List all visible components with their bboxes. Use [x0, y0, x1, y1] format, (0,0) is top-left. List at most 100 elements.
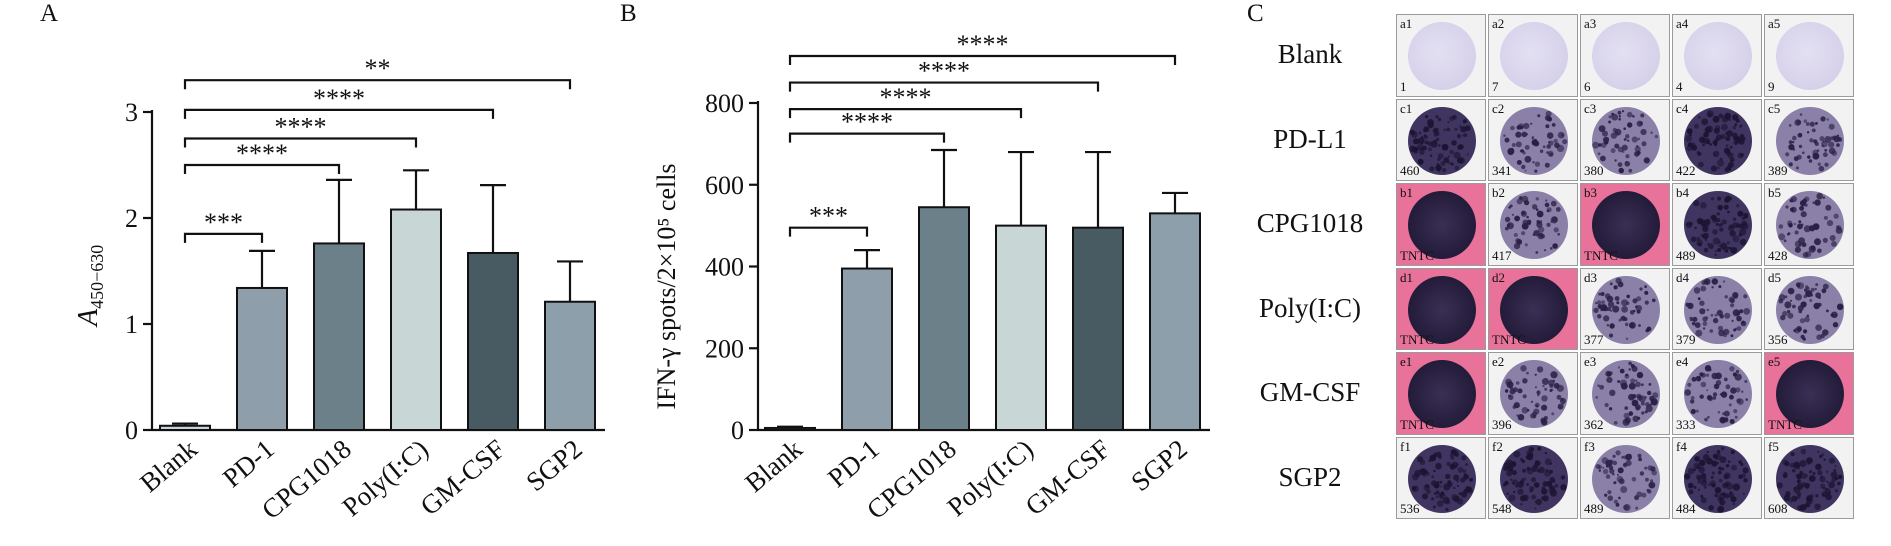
elispot-well	[1500, 106, 1568, 175]
well-spot	[1544, 249, 1547, 252]
well-spot	[1714, 486, 1722, 494]
elispot-well-cell: f3 489	[1580, 436, 1670, 519]
well-spot	[1809, 298, 1813, 302]
elispot-well-count: 389	[1768, 163, 1788, 178]
well-spot	[1805, 289, 1813, 297]
well-spot	[1613, 499, 1618, 504]
significance-label: **	[365, 54, 391, 83]
well-spots	[1778, 193, 1843, 259]
elispot-well	[1684, 360, 1752, 429]
well-spot	[1836, 303, 1844, 310]
bar-pd-1	[236, 286, 288, 431]
well-spot	[1815, 324, 1822, 331]
well-spot	[1513, 490, 1516, 493]
well-spot	[1551, 412, 1555, 416]
well-spot	[1822, 237, 1828, 244]
well-spot	[1800, 211, 1807, 218]
well-spot	[1727, 149, 1731, 152]
well-spot	[1788, 162, 1793, 167]
well-spot	[1740, 135, 1746, 142]
well-spot	[1552, 243, 1558, 250]
well-spot	[1809, 493, 1814, 498]
well-spot	[1826, 220, 1834, 227]
well-spot	[1815, 282, 1819, 286]
well-spot	[1821, 452, 1825, 456]
x-tick-label: SGP2	[1125, 434, 1193, 497]
well-spot	[1789, 199, 1793, 203]
well-spot	[1461, 455, 1467, 461]
well-spot	[1463, 488, 1469, 494]
well-spot	[1714, 453, 1722, 461]
well-spot	[1717, 204, 1723, 211]
well-spot	[1814, 503, 1821, 510]
elispot-well-count: TNTC	[1400, 416, 1434, 432]
well-spot	[1723, 410, 1730, 417]
well-spot	[1687, 482, 1694, 489]
well-spot	[1542, 145, 1546, 148]
well-spot	[1610, 309, 1613, 312]
elispot-well-count: 484	[1676, 501, 1696, 516]
well-spot	[1451, 493, 1459, 501]
well-spot	[1618, 114, 1621, 118]
well-spot	[1721, 219, 1727, 225]
elispot-well-cell: a4 4	[1672, 14, 1762, 97]
well-spot	[1702, 327, 1706, 330]
elispot-well-count: 460	[1400, 163, 1420, 178]
elispot-well	[1684, 444, 1752, 513]
well-spot	[1520, 365, 1527, 372]
well-spot	[1637, 137, 1641, 140]
well-spots	[1595, 361, 1659, 427]
well-spot	[1645, 402, 1650, 407]
well-spot	[1706, 395, 1713, 401]
well-spot	[1460, 476, 1466, 483]
elispot-well-count: TNTC	[1400, 247, 1434, 263]
well-spot	[1621, 109, 1625, 113]
well-spot	[1734, 136, 1742, 144]
significance-label: ****	[313, 84, 365, 113]
well-spot	[1648, 481, 1656, 489]
elispot-well-id: f5	[1768, 438, 1779, 454]
well-spots	[1411, 448, 1473, 511]
well-spot	[1737, 137, 1740, 140]
well-spot	[1809, 469, 1812, 473]
well-spot	[1635, 506, 1639, 510]
well-spot	[1700, 479, 1708, 486]
well-spot	[1711, 278, 1718, 285]
y-axis-label: IFN-γ spots/2×10⁵ cells	[652, 163, 681, 409]
well-spot	[1735, 370, 1740, 374]
well-spot	[1531, 135, 1535, 139]
well-spot	[1806, 130, 1810, 134]
well-spot	[1798, 237, 1805, 245]
y-axis-label: A450−630	[73, 245, 107, 328]
well-spot	[1719, 416, 1727, 424]
well-spot	[1699, 394, 1704, 400]
elispot-well	[1408, 106, 1476, 175]
elispot-well	[1408, 22, 1476, 91]
well-spot	[1717, 248, 1722, 253]
well-spot	[1517, 481, 1524, 488]
well-spot	[1419, 459, 1426, 465]
y-tick-label: 0	[125, 416, 138, 445]
elispot-well-count: 341	[1492, 163, 1512, 178]
well-spot	[1552, 380, 1556, 383]
bar-sgp2	[544, 300, 596, 431]
well-spot	[1690, 236, 1697, 243]
well-spot	[1640, 128, 1647, 135]
well-spot	[1437, 169, 1440, 172]
well-spot	[1702, 321, 1708, 326]
well-spot	[1820, 474, 1824, 478]
elispot-well-cell: c3 380	[1580, 98, 1670, 181]
significance-bracket	[183, 108, 495, 119]
well-spot	[1798, 144, 1803, 148]
well-spot	[1739, 239, 1747, 246]
well-spot	[1409, 129, 1416, 135]
x-tick-label: Blank	[739, 433, 808, 498]
well-spot	[1627, 139, 1630, 142]
bar-poly-i-c-	[390, 208, 442, 431]
well-spot	[1734, 373, 1742, 381]
well-spot	[1546, 132, 1554, 139]
well-spot	[1800, 301, 1807, 308]
well-spot	[1714, 253, 1718, 257]
well-spot	[1615, 502, 1620, 507]
well-spot	[1435, 462, 1442, 470]
